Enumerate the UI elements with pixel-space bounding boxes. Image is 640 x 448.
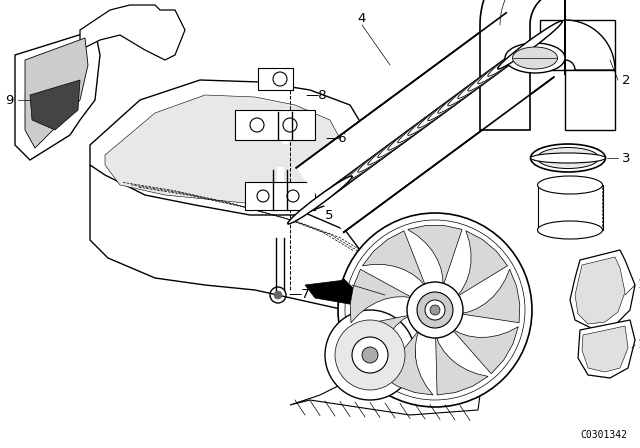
- Ellipse shape: [328, 146, 392, 194]
- Text: —7: —7: [288, 289, 310, 302]
- Polygon shape: [350, 269, 413, 323]
- Text: C0301342: C0301342: [580, 430, 627, 440]
- Circle shape: [417, 292, 453, 328]
- Ellipse shape: [358, 125, 422, 172]
- Polygon shape: [305, 280, 360, 305]
- Ellipse shape: [498, 21, 563, 69]
- Text: 2: 2: [622, 73, 630, 86]
- Ellipse shape: [513, 47, 557, 69]
- Ellipse shape: [288, 176, 352, 224]
- Ellipse shape: [378, 110, 442, 158]
- Polygon shape: [565, 20, 615, 70]
- Polygon shape: [460, 269, 520, 323]
- Circle shape: [407, 282, 463, 338]
- Polygon shape: [582, 326, 628, 372]
- Ellipse shape: [348, 132, 412, 180]
- Text: 1: 1: [340, 279, 349, 292]
- Ellipse shape: [428, 73, 492, 121]
- Ellipse shape: [477, 36, 542, 84]
- Circle shape: [352, 337, 388, 373]
- Text: 9: 9: [5, 94, 13, 107]
- Ellipse shape: [388, 102, 452, 150]
- Bar: [565, 70, 615, 130]
- Circle shape: [430, 305, 440, 315]
- Bar: [538, 185, 603, 230]
- Ellipse shape: [308, 161, 372, 209]
- Ellipse shape: [418, 80, 483, 128]
- Circle shape: [335, 320, 405, 390]
- Ellipse shape: [531, 153, 605, 163]
- Polygon shape: [105, 95, 345, 205]
- Ellipse shape: [368, 117, 432, 165]
- Ellipse shape: [298, 168, 362, 216]
- Polygon shape: [575, 257, 625, 324]
- Text: 5: 5: [325, 208, 333, 221]
- Ellipse shape: [397, 95, 462, 143]
- Polygon shape: [15, 30, 100, 160]
- Ellipse shape: [538, 176, 602, 194]
- Circle shape: [345, 220, 525, 400]
- Ellipse shape: [488, 28, 552, 76]
- Polygon shape: [25, 38, 88, 148]
- Ellipse shape: [498, 21, 563, 69]
- Ellipse shape: [538, 221, 602, 239]
- Ellipse shape: [448, 58, 512, 106]
- Polygon shape: [578, 320, 635, 378]
- Polygon shape: [90, 165, 365, 310]
- Ellipse shape: [408, 87, 472, 135]
- Text: 11: 11: [638, 279, 640, 292]
- Ellipse shape: [288, 176, 352, 224]
- Polygon shape: [456, 231, 508, 297]
- Ellipse shape: [438, 65, 502, 113]
- Polygon shape: [408, 225, 462, 286]
- Polygon shape: [382, 330, 433, 395]
- Polygon shape: [90, 80, 365, 215]
- Ellipse shape: [458, 51, 522, 99]
- Polygon shape: [296, 13, 554, 232]
- Polygon shape: [480, 0, 565, 130]
- Ellipse shape: [531, 144, 605, 172]
- Ellipse shape: [537, 147, 599, 168]
- Bar: [540, 20, 615, 70]
- Ellipse shape: [338, 139, 403, 187]
- Polygon shape: [362, 231, 426, 287]
- Text: 4: 4: [358, 12, 366, 25]
- Text: 10: 10: [638, 339, 640, 352]
- Bar: [245, 182, 315, 210]
- Circle shape: [338, 213, 532, 407]
- Ellipse shape: [468, 43, 532, 91]
- Polygon shape: [452, 327, 518, 374]
- Polygon shape: [351, 315, 410, 374]
- Ellipse shape: [505, 43, 565, 73]
- Bar: [235, 110, 315, 140]
- Ellipse shape: [317, 154, 382, 202]
- Text: —6: —6: [325, 132, 347, 145]
- Text: 3: 3: [622, 151, 630, 164]
- Polygon shape: [80, 5, 185, 60]
- Circle shape: [362, 347, 378, 363]
- Circle shape: [325, 310, 415, 400]
- Polygon shape: [436, 335, 488, 395]
- Polygon shape: [290, 385, 480, 415]
- Polygon shape: [570, 250, 635, 330]
- Circle shape: [425, 300, 445, 320]
- Bar: [258, 68, 293, 90]
- Text: —8: —8: [305, 89, 326, 102]
- Circle shape: [274, 291, 282, 299]
- Polygon shape: [30, 80, 80, 130]
